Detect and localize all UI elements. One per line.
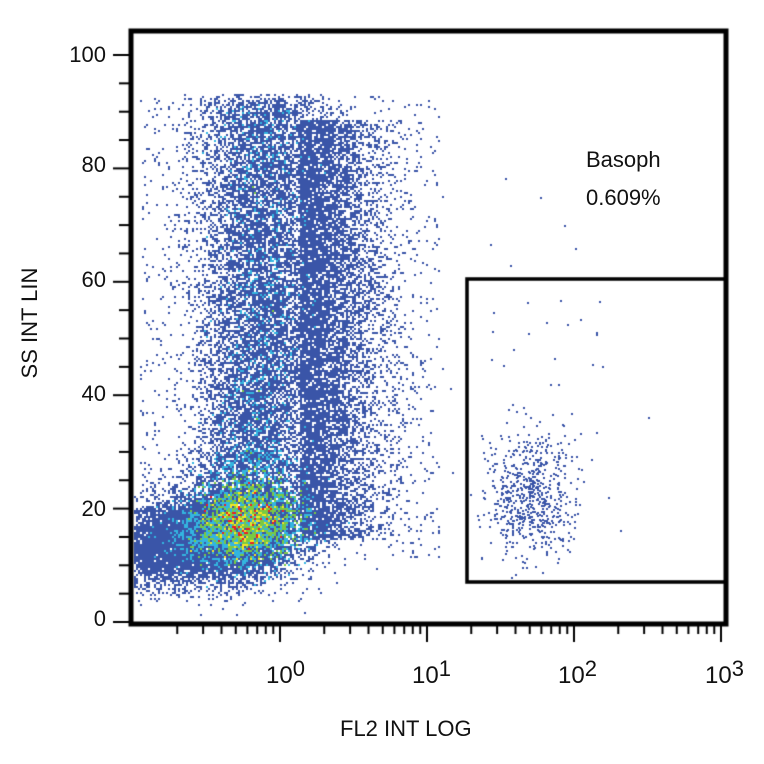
- gate-percent: 0.609%: [586, 185, 661, 210]
- x-tick-10e3: 103: [705, 656, 744, 689]
- x-tick-10e1: 101: [412, 656, 451, 689]
- y-tick-20: 20: [81, 496, 106, 521]
- y-tick-0: 0: [93, 606, 106, 631]
- y-tick-80: 80: [81, 152, 106, 177]
- y-tick-100: 100: [69, 42, 106, 67]
- x-axis-label: FL2 INT LOG: [340, 716, 472, 741]
- y-axis-label: SS INT LIN: [17, 267, 42, 379]
- y-tick-60: 60: [81, 267, 106, 292]
- x-tick-10e2: 102: [558, 656, 597, 689]
- x-tick-10e0: 100: [266, 656, 305, 689]
- y-tick-40: 40: [81, 381, 106, 406]
- gate-label: Basoph: [586, 147, 661, 172]
